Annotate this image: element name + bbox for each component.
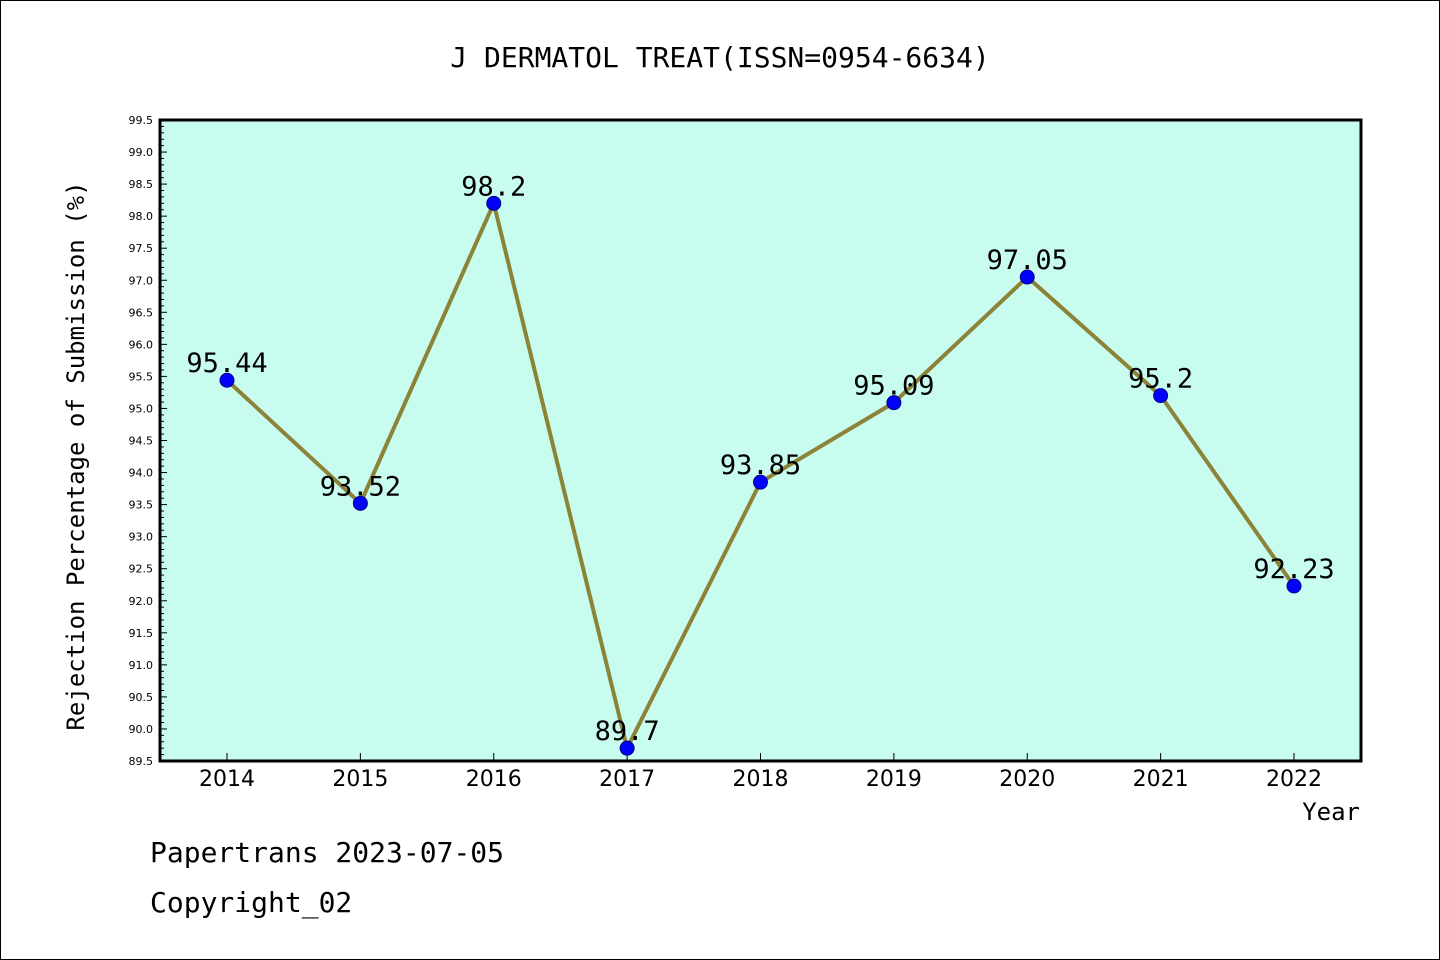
y-tick-label: 91.0 xyxy=(129,659,154,672)
x-tick-label: 2021 xyxy=(1133,767,1189,792)
series-points-group xyxy=(219,195,1302,756)
y-tick-label: 98.0 xyxy=(129,210,154,223)
y-tick-label: 94.5 xyxy=(129,435,154,448)
data-label: 93.85 xyxy=(720,450,801,481)
y-tick-label: 91.5 xyxy=(129,627,154,640)
data-label: 92.23 xyxy=(1253,554,1334,585)
data-label: 95.09 xyxy=(853,371,934,402)
x-tick-label: 2014 xyxy=(199,767,255,792)
data-point xyxy=(753,474,768,490)
y-tick-label: 97.0 xyxy=(129,274,154,287)
y-tick-label: 96.0 xyxy=(129,338,154,351)
x-tick-label: 2018 xyxy=(733,767,789,792)
data-point xyxy=(486,195,502,211)
y-axis: 89.5 90.0 90.5 91.0 91.5 92.0 92.5 93.0 93.5 94.0… xyxy=(129,114,167,768)
y-tick-label: 93.5 xyxy=(129,499,154,512)
y-tick-label: 94.0 xyxy=(129,467,154,480)
data-label: 95.2 xyxy=(1128,364,1193,395)
x-axis-label: Year xyxy=(1302,798,1360,826)
data-point xyxy=(219,372,235,388)
x-tick-label: 2019 xyxy=(866,767,922,792)
x-tick-label: 2016 xyxy=(466,767,522,792)
data-label: 95.44 xyxy=(186,348,267,379)
data-label: 93.52 xyxy=(320,471,401,502)
y-axis-label: Rejection Percentage of Submission (%) xyxy=(62,181,90,730)
footer-copyright: Copyright_02 xyxy=(150,886,353,919)
y-tick-label: 96.5 xyxy=(129,306,154,319)
y-tick-label: 99.0 xyxy=(129,146,154,159)
y-tick-label: 92.5 xyxy=(129,563,154,576)
y-tick-label: 98.5 xyxy=(129,178,154,191)
y-tick-label: 95.5 xyxy=(129,370,154,383)
y-tick-label: 93.0 xyxy=(129,531,154,544)
y-tick-label: 97.5 xyxy=(129,242,154,255)
y-tick-label: 89.5 xyxy=(129,755,154,768)
data-point xyxy=(352,495,368,511)
x-tick-label: 2022 xyxy=(1266,767,1322,792)
footer-date: Papertrans 2023-07-05 xyxy=(150,836,505,869)
x-tick-label: 2020 xyxy=(999,767,1055,792)
data-point xyxy=(886,395,902,411)
x-tick-label: 2017 xyxy=(599,767,655,792)
data-label: 89.7 xyxy=(595,716,660,747)
data-point xyxy=(619,740,635,756)
data-labels-group: 95.44 93.52 98.2 89.7 93.85 95.09 97.05 95.2 92.… xyxy=(186,171,1334,747)
data-point xyxy=(1019,269,1035,285)
y-tick-label: 99.5 xyxy=(129,114,154,127)
chart-title: J DERMATOL TREAT(ISSN=0954-6634) xyxy=(450,41,989,74)
data-label: 98.2 xyxy=(461,171,526,202)
y-tick-label: 92.0 xyxy=(129,595,154,608)
y-tick-label: 90.5 xyxy=(129,691,154,704)
y-tick-label: 95.0 xyxy=(129,402,154,415)
plot-area xyxy=(158,118,1363,763)
y-tick-label: 90.0 xyxy=(129,723,154,736)
x-tick-label: 2015 xyxy=(332,767,388,792)
data-point xyxy=(1286,578,1302,594)
data-point xyxy=(1153,388,1169,404)
data-label: 97.05 xyxy=(987,245,1068,276)
x-axis: 2014 2015 2016 2017 2018 2019 2020 2021 2022 xyxy=(199,753,1322,792)
